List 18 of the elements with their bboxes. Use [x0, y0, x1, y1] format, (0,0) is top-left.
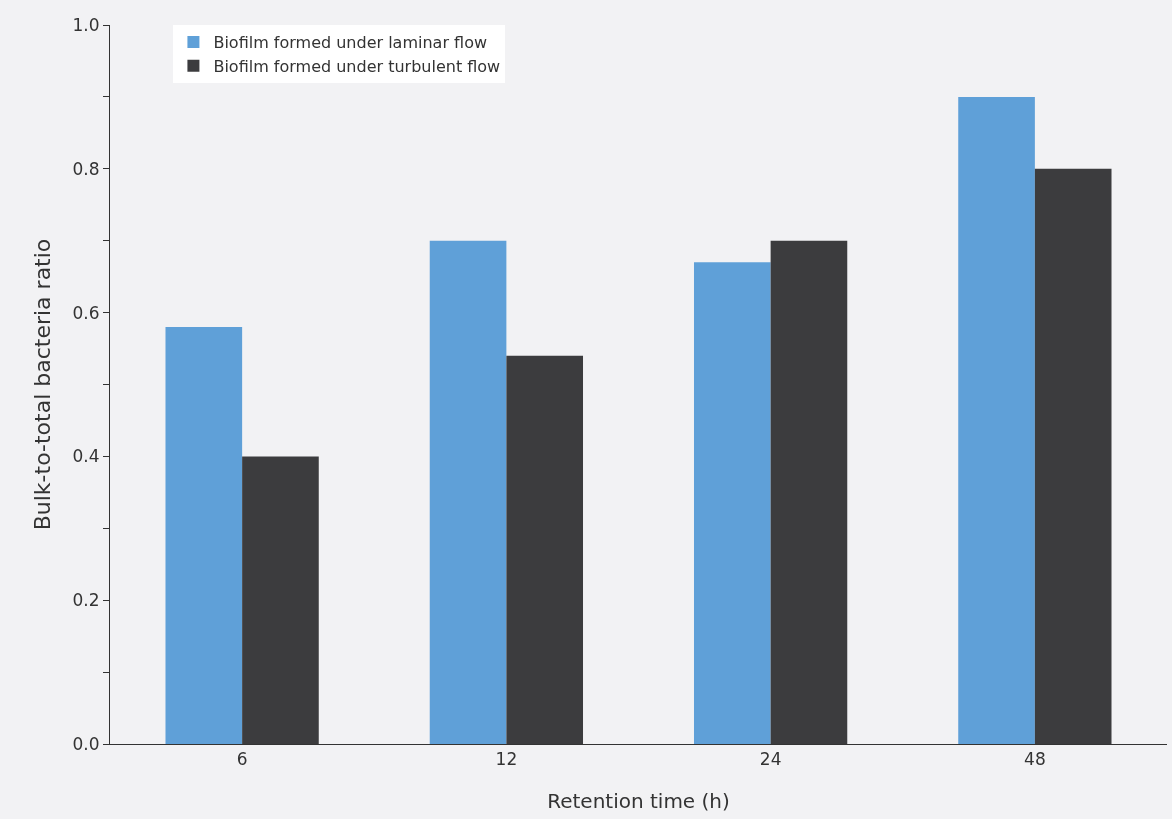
- x-axis-title: Retention time (h): [547, 788, 730, 813]
- y-tick-label: 0.6: [72, 302, 100, 323]
- y-axis-title: Bulk-to-total bacteria ratio: [30, 238, 56, 531]
- x-tick-label: 48: [1024, 749, 1046, 770]
- y-tick-label: 0.4: [72, 446, 100, 467]
- bar: [165, 326, 243, 744]
- x-tick-label: 6: [236, 749, 248, 770]
- x-tick-label: 12: [495, 749, 518, 770]
- bar: [958, 96, 1035, 744]
- x-tick-label: 24: [759, 749, 782, 770]
- legend-label: Biofilm formed under turbulent flow: [213, 56, 501, 76]
- bar: [693, 262, 771, 744]
- y-tick-label: 0.2: [72, 590, 100, 611]
- legend-label: Biofilm formed under laminar flow: [213, 33, 488, 53]
- bar: [429, 240, 507, 744]
- y-tick-label: 0.8: [72, 158, 100, 179]
- y-tick-label: 0.0: [72, 733, 100, 754]
- y-tick-label: 1.0: [72, 14, 100, 35]
